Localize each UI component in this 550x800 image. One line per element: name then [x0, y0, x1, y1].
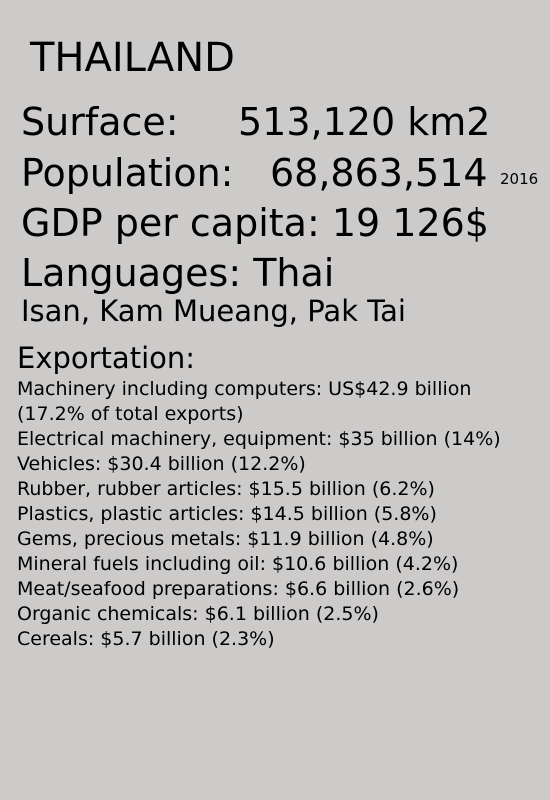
export-item: Vehicles: $30.4 billion (12.2%)	[17, 452, 527, 477]
surface-value: 513,120 km2	[238, 103, 490, 141]
exportation-title: Exportation:	[17, 344, 195, 373]
population-label: Population:	[21, 154, 233, 192]
export-item: Machinery including computers: US$42.9 b…	[17, 377, 527, 427]
exportation-list: Machinery including computers: US$42.9 b…	[17, 377, 527, 652]
dialects: Isan, Kam Mueang, Pak Tai	[21, 297, 406, 326]
country-title: THAILAND	[30, 38, 235, 78]
population-year: 2016	[500, 172, 538, 187]
gdp-per-capita: GDP per capita: 19 126$	[21, 204, 489, 242]
export-item: Rubber, rubber articles: $15.5 billion (…	[17, 477, 527, 502]
export-item: Cereals: $5.7 billion (2.3%)	[17, 627, 527, 652]
export-item: Plastics, plastic articles: $14.5 billio…	[17, 502, 527, 527]
export-item: Mineral fuels including oil: $10.6 billi…	[17, 552, 527, 577]
surface-label: Surface:	[21, 103, 179, 141]
population-value: 68,863,514	[270, 154, 488, 192]
export-item: Electrical machinery, equipment: $35 bil…	[17, 427, 527, 452]
export-item: Gems, precious metals: $11.9 billion (4.…	[17, 527, 527, 552]
export-item: Meat/seafood preparations: $6.6 billion …	[17, 577, 527, 602]
languages: Languages: Thai	[21, 254, 334, 292]
export-item: Organic chemicals: $6.1 billion (2.5%)	[17, 602, 527, 627]
